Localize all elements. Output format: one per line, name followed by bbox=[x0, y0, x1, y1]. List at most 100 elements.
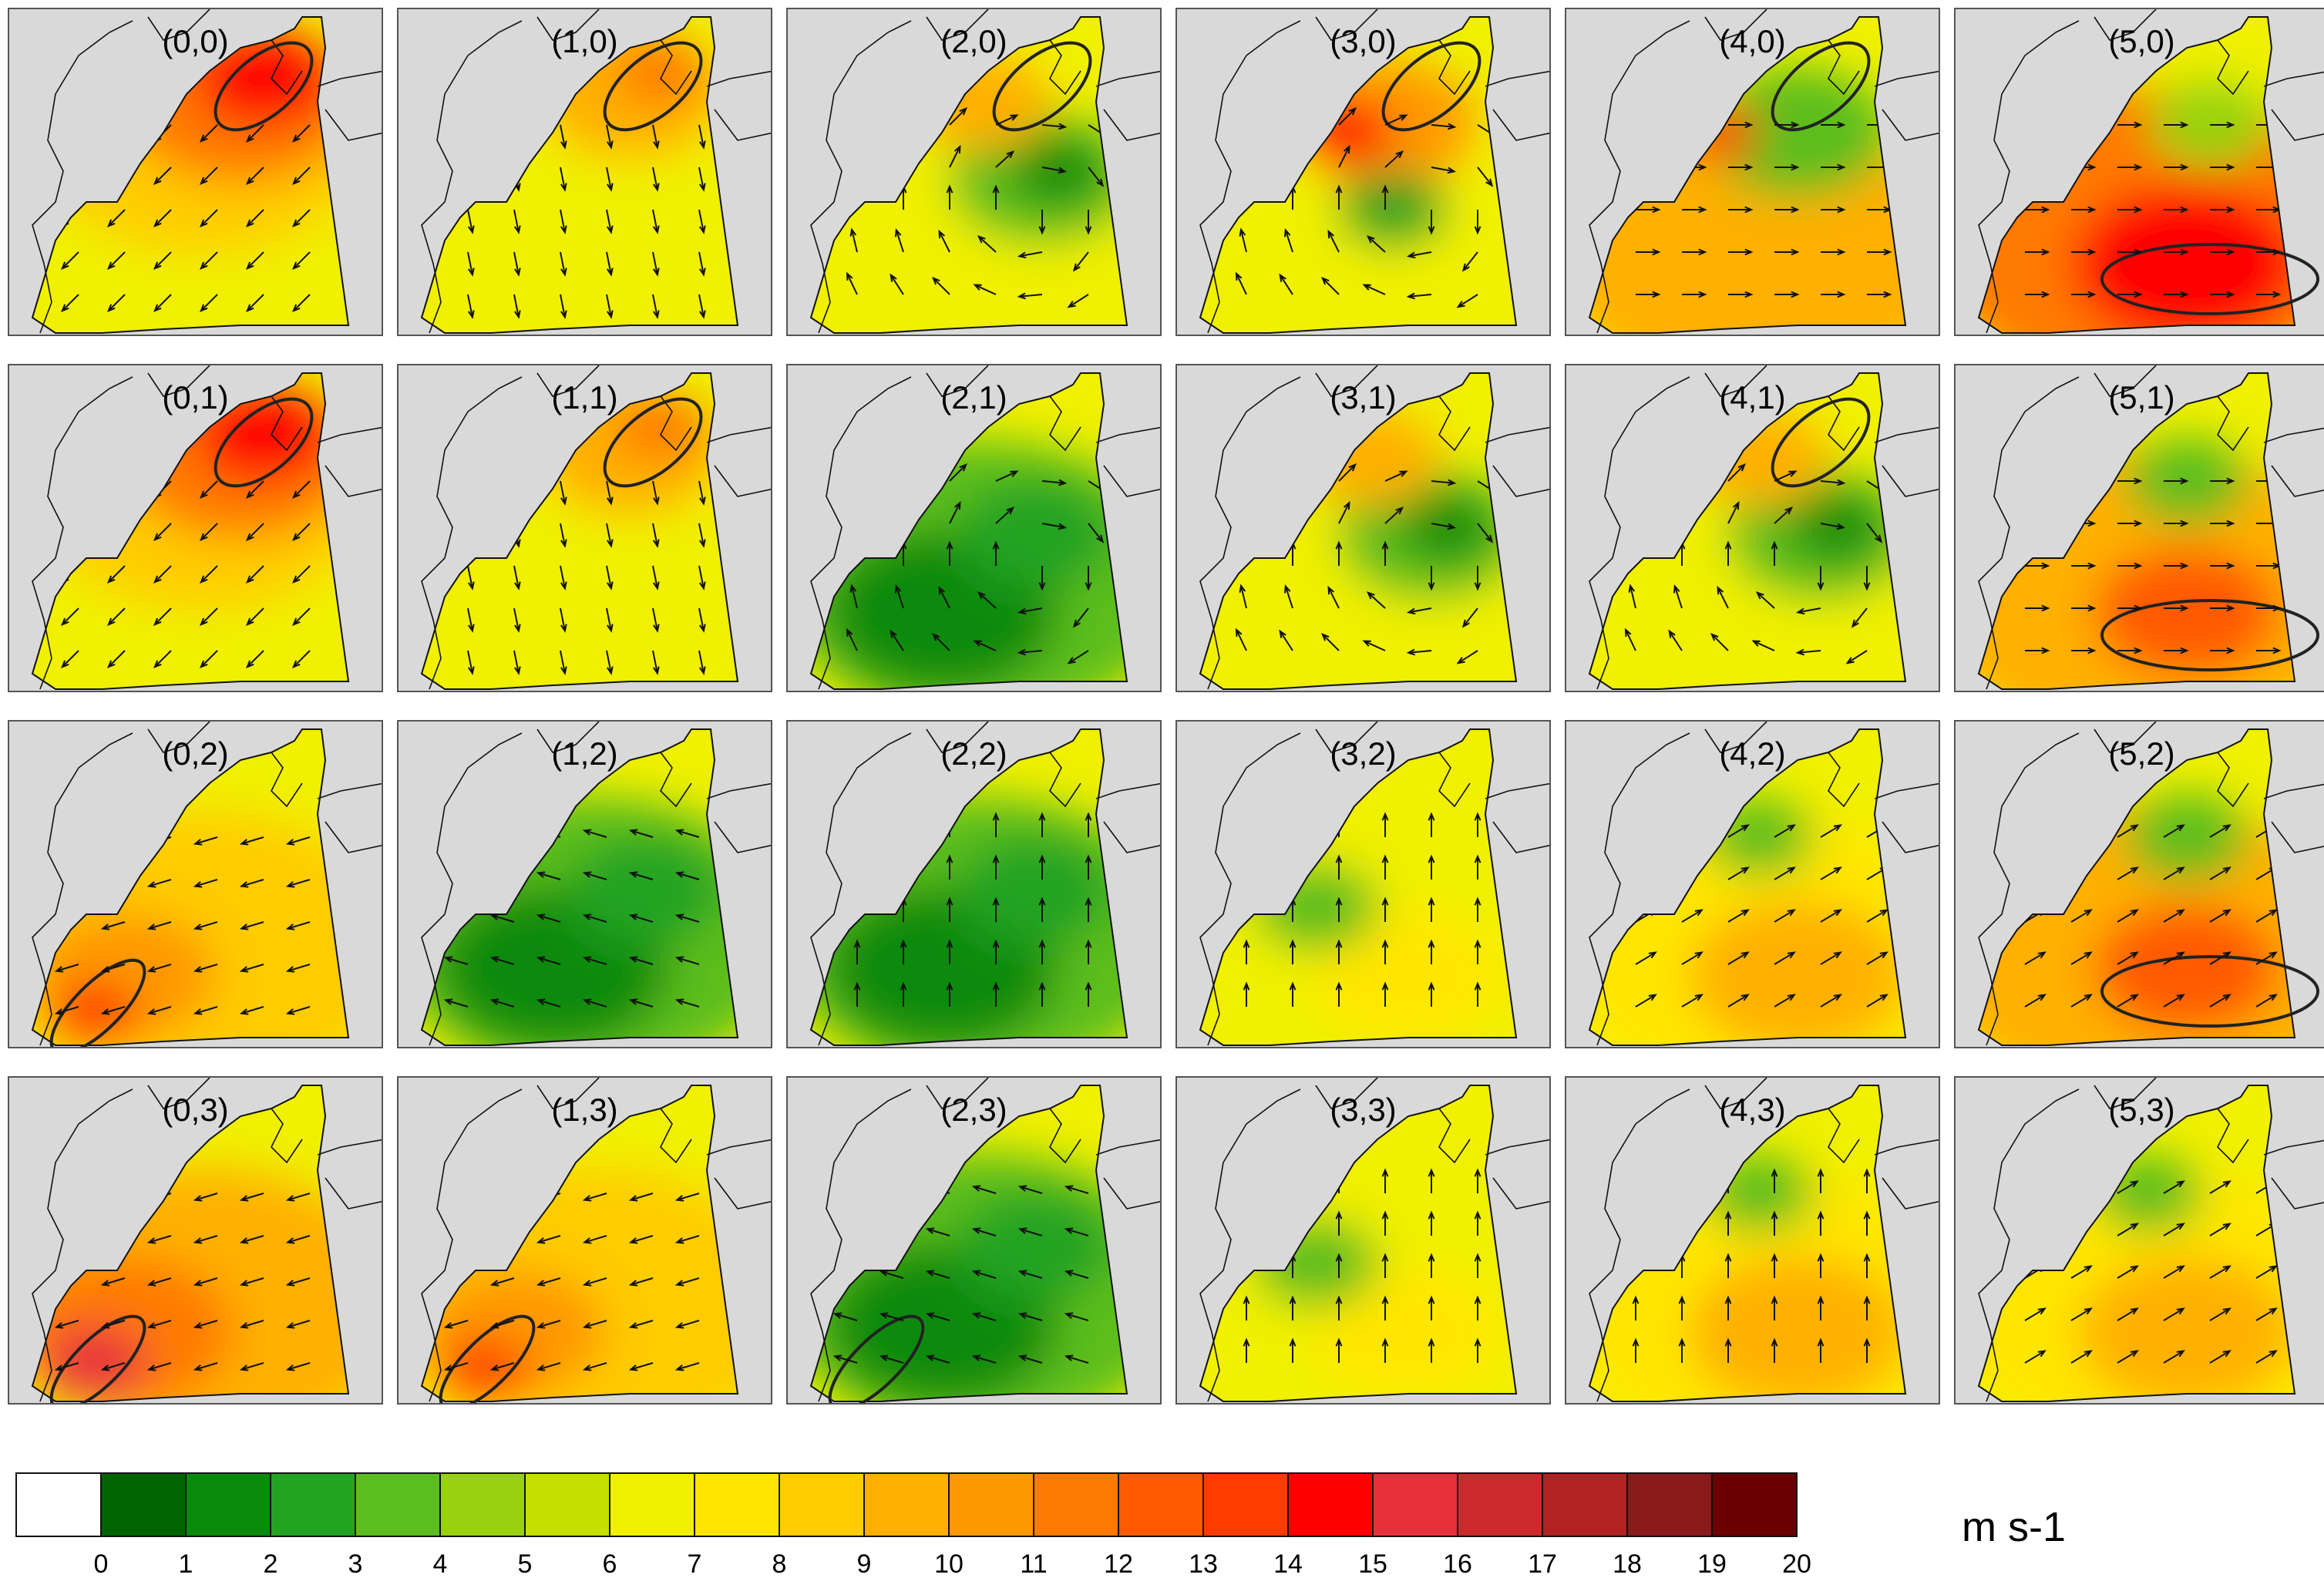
max-wind-contour bbox=[603, 41, 703, 132]
wind-arrow bbox=[1335, 897, 1343, 922]
wind-arrow bbox=[1681, 459, 1696, 482]
wind-arrow bbox=[2163, 1265, 2185, 1279]
wind-arrow bbox=[1428, 210, 1435, 235]
wind-arrow bbox=[674, 871, 700, 880]
wind-arrow bbox=[245, 480, 264, 500]
wind-arrow bbox=[1774, 470, 1798, 482]
domain-outline bbox=[1588, 728, 1907, 1046]
wind-arrow bbox=[1335, 540, 1343, 566]
wind-arrow bbox=[1338, 106, 1357, 126]
colorbar-tick-label: 11 bbox=[1020, 1549, 1048, 1579]
wind-arrow bbox=[1243, 1253, 1250, 1278]
wind-arrow bbox=[467, 167, 475, 192]
wind-arrow bbox=[1064, 1354, 1089, 1364]
wind-arrow bbox=[60, 480, 79, 500]
wind-arrow bbox=[1636, 291, 1661, 298]
wind-arrow bbox=[1678, 1295, 1686, 1321]
wind-arrow bbox=[606, 650, 614, 675]
domain-outline bbox=[420, 1085, 739, 1402]
wind-arrow bbox=[1041, 167, 1068, 174]
wind-arrow bbox=[890, 629, 904, 651]
wind-arrow bbox=[2024, 1307, 2047, 1321]
panel-label: (3,3) bbox=[1330, 1092, 1397, 1128]
map-panel: (3,1) bbox=[1175, 364, 1551, 692]
wind-arrow bbox=[1771, 1253, 1778, 1278]
wind-arrow bbox=[2117, 824, 2139, 838]
wind-arrow bbox=[925, 1270, 950, 1279]
wind-field-map bbox=[1588, 365, 1939, 690]
wind-arrow bbox=[903, 143, 913, 168]
wind-arrow bbox=[1381, 939, 1389, 964]
coastline bbox=[810, 9, 1160, 334]
wind-field-map bbox=[1199, 9, 1549, 334]
colorbar-tick-label: 17 bbox=[1528, 1549, 1557, 1579]
wind-arrow bbox=[582, 1235, 607, 1244]
wind-arrow bbox=[2209, 994, 2232, 1008]
wind-arrow bbox=[1678, 1337, 1686, 1363]
max-wind-contour bbox=[2100, 955, 2319, 1028]
wind-arrow bbox=[1820, 866, 1842, 880]
panel-label: (1,0) bbox=[551, 23, 618, 59]
wind-arrow bbox=[199, 251, 218, 271]
wind-arrow bbox=[1461, 607, 1478, 628]
map-panel: (5,0) bbox=[1954, 8, 2324, 336]
panel-label: (5,3) bbox=[2108, 1092, 2175, 1128]
wind-arrow bbox=[60, 607, 79, 627]
wind-arrow bbox=[100, 1006, 126, 1015]
wind-arrow bbox=[54, 1193, 79, 1202]
wind-arrow bbox=[560, 523, 567, 548]
wind-arrow bbox=[199, 294, 218, 313]
wind-arrow bbox=[2255, 1350, 2278, 1364]
wind-arrow bbox=[291, 607, 311, 627]
wind-arrow bbox=[1817, 1253, 1825, 1278]
wind-arrow bbox=[467, 294, 475, 319]
wind-arrow bbox=[1335, 939, 1343, 964]
wind-field-map bbox=[809, 365, 1160, 690]
wind-arrow bbox=[1085, 812, 1092, 837]
wind-arrow bbox=[698, 565, 706, 590]
wind-arrow bbox=[2024, 866, 2047, 880]
wind-arrow bbox=[628, 871, 654, 880]
wind-arrow bbox=[285, 1235, 311, 1244]
wind-arrow bbox=[153, 251, 172, 271]
wind-arrow bbox=[903, 500, 913, 524]
panel-label: (4,3) bbox=[1719, 1092, 1786, 1128]
wind-arrow bbox=[2164, 647, 2189, 654]
wind-arrow bbox=[1292, 459, 1307, 482]
wind-arrow bbox=[925, 1354, 950, 1364]
wind-arrow bbox=[1431, 523, 1457, 530]
wind-arrow bbox=[846, 627, 858, 651]
wind-arrow bbox=[536, 1320, 561, 1329]
wind-arrow bbox=[513, 480, 521, 506]
wind-arrow bbox=[106, 607, 126, 627]
wind-arrow bbox=[2025, 647, 2050, 654]
wind-arrow bbox=[977, 235, 997, 253]
wind-arrow bbox=[1338, 500, 1350, 524]
wind-arrow bbox=[879, 1185, 904, 1194]
wind-arrow bbox=[2209, 824, 2232, 838]
wind-arrow bbox=[443, 1320, 469, 1329]
colorbar-box bbox=[609, 1472, 695, 1537]
wind-arrow bbox=[652, 124, 660, 150]
units-label: m s-1 bbox=[1962, 1504, 2066, 1550]
wind-arrow bbox=[536, 1277, 561, 1287]
max-wind-contour bbox=[828, 1314, 925, 1403]
wind-field-map bbox=[1199, 722, 1549, 1046]
wind-arrow bbox=[199, 209, 218, 228]
wind-arrow bbox=[1474, 566, 1482, 591]
wind-arrow bbox=[1717, 585, 1729, 609]
wind-arrow bbox=[1774, 248, 1800, 256]
wind-arrow bbox=[1635, 951, 1657, 965]
wind-arrow bbox=[467, 124, 475, 150]
wind-arrow bbox=[995, 506, 1015, 524]
wind-arrow bbox=[900, 854, 907, 880]
colorbar-box bbox=[355, 1472, 441, 1537]
wind-arrow bbox=[285, 1320, 311, 1329]
wind-arrow bbox=[2025, 248, 2050, 256]
wind-arrow bbox=[946, 897, 953, 922]
wind-arrow bbox=[1774, 291, 1800, 298]
wind-arrow bbox=[1335, 1337, 1343, 1363]
domain-outline bbox=[420, 728, 739, 1046]
colorbar-tick-label: 0 bbox=[93, 1549, 109, 1579]
colorbar-box bbox=[1033, 1472, 1119, 1537]
